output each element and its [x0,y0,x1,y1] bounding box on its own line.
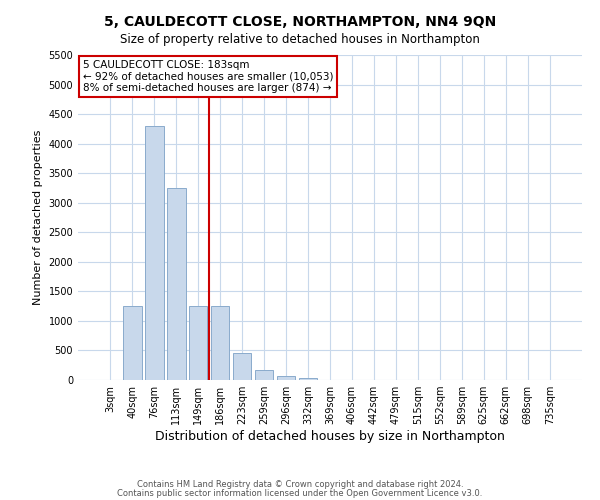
Text: 5 CAULDECOTT CLOSE: 183sqm
← 92% of detached houses are smaller (10,053)
8% of s: 5 CAULDECOTT CLOSE: 183sqm ← 92% of deta… [83,60,334,93]
Text: Contains public sector information licensed under the Open Government Licence v3: Contains public sector information licen… [118,488,482,498]
X-axis label: Distribution of detached houses by size in Northampton: Distribution of detached houses by size … [155,430,505,443]
Bar [211,306,229,380]
Bar [123,306,142,380]
Bar [299,378,317,380]
Y-axis label: Number of detached properties: Number of detached properties [33,130,43,305]
Bar [145,126,164,380]
Bar [255,370,274,380]
Text: Size of property relative to detached houses in Northampton: Size of property relative to detached ho… [120,32,480,46]
Bar [167,188,185,380]
Text: Contains HM Land Registry data © Crown copyright and database right 2024.: Contains HM Land Registry data © Crown c… [137,480,463,489]
Text: 5, CAULDECOTT CLOSE, NORTHAMPTON, NN4 9QN: 5, CAULDECOTT CLOSE, NORTHAMPTON, NN4 9Q… [104,15,496,29]
Bar [277,376,295,380]
Bar [189,306,208,380]
Bar [233,354,251,380]
